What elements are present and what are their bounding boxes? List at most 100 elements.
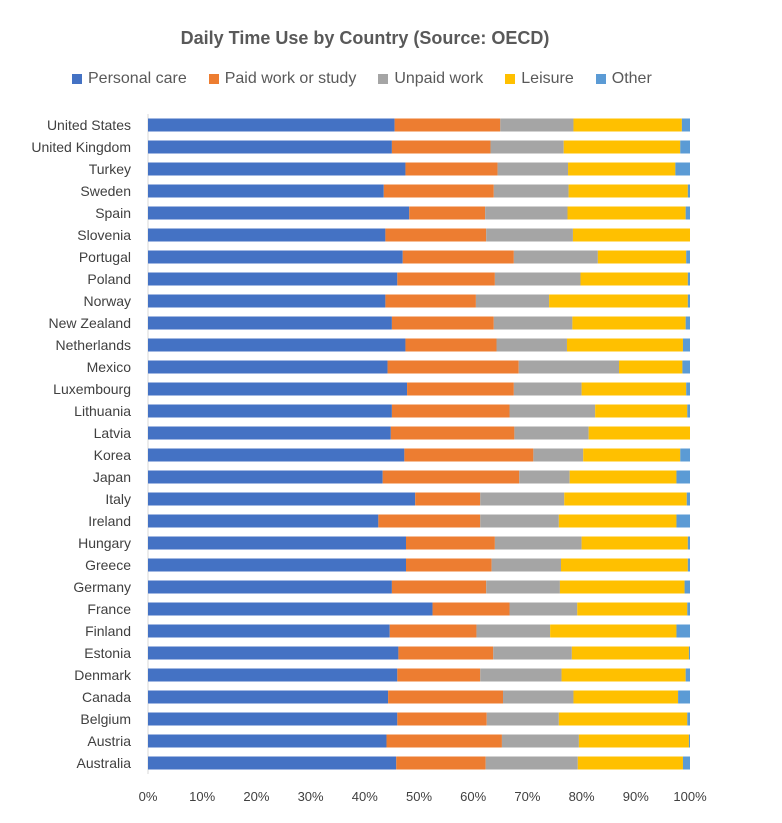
bar-segment (568, 184, 688, 198)
bar-segment (404, 448, 534, 462)
legend-item: Other (595, 70, 652, 88)
bar-segment (148, 470, 383, 484)
bar-segment (148, 294, 386, 308)
bar-segment (493, 184, 569, 198)
bar-segment (494, 536, 582, 550)
bar-segment (148, 140, 392, 154)
bar-segment (549, 294, 688, 308)
category-label: Japan (93, 469, 131, 485)
category-label: Estonia (84, 645, 131, 661)
bar-segment (496, 338, 567, 352)
bar-segment (687, 404, 690, 418)
bar-segment (577, 756, 683, 770)
bar-segment (685, 206, 690, 220)
bar-segment (398, 646, 494, 660)
bar-segment (676, 470, 690, 484)
category-label: France (87, 601, 131, 617)
category-label: Belgium (80, 711, 131, 727)
bar-segment (566, 338, 683, 352)
category-label: Lithuania (74, 403, 131, 419)
bar-segment (682, 338, 690, 352)
bar-segment (148, 646, 399, 660)
bar-segment (486, 580, 560, 594)
bar-segment (503, 690, 574, 704)
bar-segment (513, 250, 598, 264)
bar-segment (407, 382, 514, 396)
bar-segment (148, 206, 410, 220)
bar-segment (480, 492, 565, 506)
bar-segment (572, 228, 690, 242)
x-tick-label: 50% (406, 789, 432, 804)
bar-segment (148, 426, 391, 440)
bar-segment (678, 690, 690, 704)
category-label: Latvia (94, 425, 132, 441)
bar-segment (580, 272, 688, 286)
bar-segment (563, 140, 681, 154)
bar-segment (385, 294, 476, 308)
bar-segment (480, 514, 559, 528)
x-tick-label: 60% (460, 789, 486, 804)
bar-segment (148, 272, 398, 286)
bar-segment (686, 250, 690, 264)
bar-segment (687, 536, 690, 550)
bar-segment (388, 690, 504, 704)
bar-segment (485, 756, 578, 770)
bar-segment (391, 404, 510, 418)
bar-segment (501, 734, 579, 748)
x-tick-label: 0% (139, 789, 158, 804)
bar-segment (391, 140, 491, 154)
bar-segment (390, 426, 515, 440)
bar-segment (148, 404, 392, 418)
legend-label: Personal care (88, 70, 187, 87)
legend-label: Leisure (521, 70, 574, 87)
category-label: Canada (82, 689, 131, 705)
bar-segment (148, 690, 389, 704)
bar-segment (681, 118, 690, 132)
bar-segment (518, 360, 619, 374)
bar-segment (519, 470, 570, 484)
category-label: United States (47, 117, 131, 133)
bar-segment (490, 140, 564, 154)
legend-item: Personal care (72, 70, 187, 88)
bar-segment (391, 580, 487, 594)
bar-segment (550, 624, 677, 638)
bar-segment (385, 228, 487, 242)
legend-label: Paid work or study (224, 70, 357, 87)
bar-segment (685, 668, 690, 682)
chart-title: Daily Time Use by Country (Source: OECD) (180, 28, 550, 48)
bar-segment (148, 118, 395, 132)
bar-segment (405, 162, 498, 176)
bar-segment (475, 294, 550, 308)
bar-segment (397, 712, 487, 726)
bar-segment (491, 558, 562, 572)
bar-segment (148, 382, 408, 396)
bar-segment (397, 668, 481, 682)
bar-segment (402, 250, 514, 264)
legend-swatch (72, 74, 82, 84)
bar-segment (588, 426, 690, 440)
bar-segment (148, 580, 392, 594)
category-label: Korea (94, 447, 132, 463)
bar-segment (394, 118, 501, 132)
bar-segment (687, 272, 690, 286)
bar-segment (568, 162, 676, 176)
category-label: Netherlands (56, 337, 132, 353)
bar-segment (687, 558, 690, 572)
bar-segment (389, 624, 477, 638)
bar-segment (148, 668, 398, 682)
category-label: Germany (73, 579, 131, 595)
bar-segment (148, 360, 388, 374)
category-label: Hungary (78, 535, 131, 551)
x-tick-label: 100% (673, 789, 707, 804)
legend-label: Unpaid work (394, 70, 484, 87)
legend-swatch (505, 74, 516, 84)
bar-segment (485, 206, 568, 220)
bar-segment (383, 184, 494, 198)
bar-segment (687, 712, 690, 726)
bar-segment (567, 206, 686, 220)
category-label: Mexico (87, 359, 132, 375)
legend-swatch (208, 74, 219, 84)
bar-segment (480, 668, 562, 682)
bar-segment (680, 140, 690, 154)
bar-segment (688, 734, 690, 748)
